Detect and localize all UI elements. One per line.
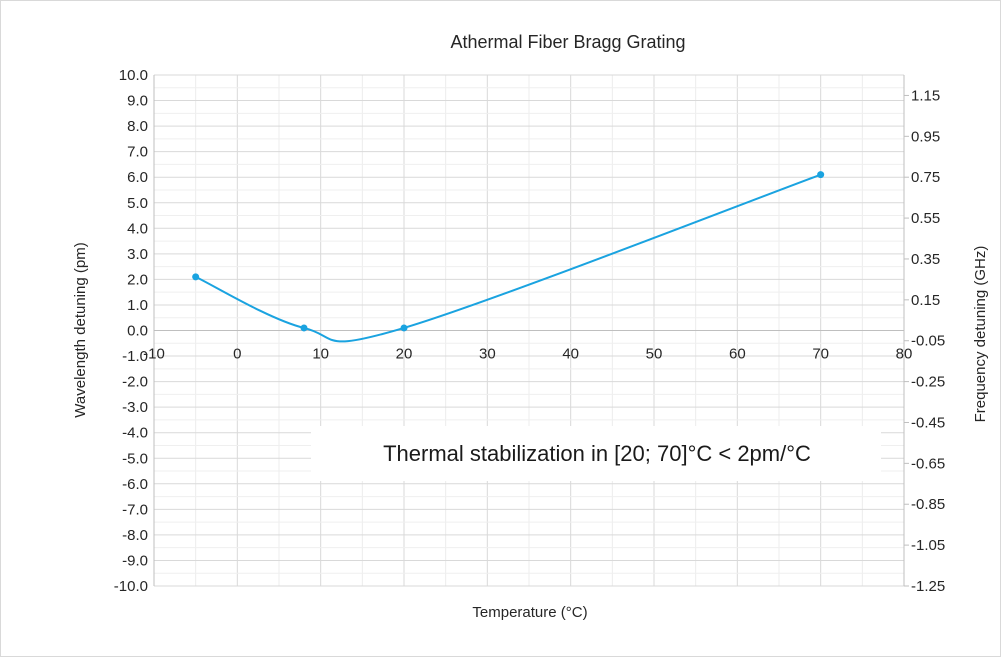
data-point [817, 171, 825, 179]
data-point [400, 324, 408, 332]
y-tick-label: 5.0 [127, 195, 148, 212]
y-axis-title: Wavelength detuning (pm) [72, 242, 89, 417]
y-tick-label: -4.0 [122, 425, 148, 442]
y-tick-label: 2.0 [127, 271, 148, 288]
y2-tick-label: 0.95 [911, 128, 940, 145]
y-tick-label: -9.0 [122, 552, 148, 569]
series-group [192, 171, 825, 343]
y2-tick-label: -0.45 [911, 414, 945, 431]
y-tick-label: -3.0 [122, 399, 148, 416]
x-axis-title: Temperature (°C) [472, 604, 587, 621]
x-tick-label: -10 [143, 346, 165, 363]
annotation-box: Thermal stabilization in [20; 70]°C < 2p… [311, 426, 881, 481]
y-tick-label: -7.0 [122, 501, 148, 518]
y-tick-label: 3.0 [127, 246, 148, 263]
y-tick-label: 10.0 [119, 67, 148, 84]
data-point [300, 324, 308, 332]
x-tick-label: 30 [479, 346, 496, 363]
annotation-background [311, 426, 881, 481]
y2-tick-label: -0.05 [911, 333, 945, 350]
x-tick-label: 70 [812, 346, 829, 363]
y-tick-label: 0.0 [127, 323, 148, 340]
y2-tick-label: -1.05 [911, 537, 945, 554]
y2-tick-label: -0.85 [911, 496, 945, 513]
y2-axis-title: Frequency detuning (GHz) [972, 246, 989, 423]
x-tick-label: 10 [312, 346, 329, 363]
x-tick-label: 60 [729, 346, 746, 363]
y-tick-label: -10.0 [114, 578, 148, 595]
tick-labels: -10.0 -9.0 -8.0 -7.0 -6.0 -5.0 -4.0 -3.0 -2.0 -1.… [114, 67, 945, 595]
x-tick-label: 40 [562, 346, 579, 363]
axes [153, 75, 909, 587]
x-tick-label: 50 [646, 346, 663, 363]
y2-tick-label: 0.55 [911, 210, 940, 227]
y-tick-label: -2.0 [122, 374, 148, 391]
data-point [192, 273, 200, 281]
y-tick-label: -1.0 [122, 348, 148, 365]
y2-tick-label: 0.35 [911, 251, 940, 268]
y-tick-label: 4.0 [127, 220, 148, 237]
x-tick-label: 20 [396, 346, 413, 363]
chart-title: Athermal Fiber Bragg Grating [450, 32, 685, 52]
series-line [195, 173, 822, 343]
y-tick-label: -8.0 [122, 527, 148, 544]
x-tick-label: 0 [233, 346, 241, 363]
y-tick-label: 7.0 [127, 144, 148, 161]
y-tick-label: 1.0 [127, 297, 148, 314]
y2-tick-label: 0.15 [911, 292, 940, 309]
y2-tick-label: -0.25 [911, 374, 945, 391]
y-tick-label: -5.0 [122, 450, 148, 467]
y2-tick-label: 1.15 [911, 87, 940, 104]
y-tick-label: -6.0 [122, 476, 148, 493]
y2-tick-label: -0.65 [911, 455, 945, 472]
annotation-text: Thermal stabilization in [20; 70]°C < 2p… [383, 441, 811, 466]
y2-tick-label: -1.25 [911, 578, 945, 595]
y-tick-label: 9.0 [127, 93, 148, 110]
x-tick-label: 80 [896, 346, 913, 363]
y-tick-label: 8.0 [127, 118, 148, 135]
y2-tick-label: 0.75 [911, 169, 940, 186]
y-tick-label: 6.0 [127, 169, 148, 186]
